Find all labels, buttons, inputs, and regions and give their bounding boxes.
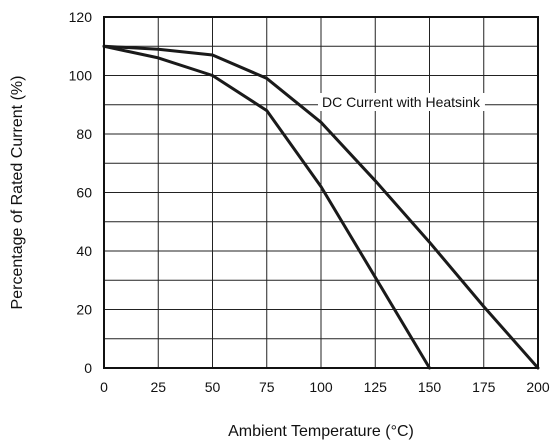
x-tick-label: 125 [364, 379, 388, 395]
x-tick-label: 100 [309, 379, 333, 395]
y-tick-label: 120 [69, 9, 93, 25]
y-tick-labels: 0 20 40 60 80 100 120 [69, 9, 93, 376]
no-heatsink-curve [102, 44, 431, 370]
y-axis-title: Percentage of Rated Current (%) [9, 76, 26, 310]
x-tick-label: 50 [205, 379, 221, 395]
y-tick-label: 20 [76, 302, 92, 318]
plot-frame [103, 16, 539, 369]
x-tick-labels: 0 25 50 75 100 125 150 175 200 [100, 379, 550, 395]
y-tick-label: 100 [69, 68, 93, 84]
y-tick-label: 60 [76, 185, 92, 201]
heatsink-curve [102, 44, 540, 370]
y-tick-label: 80 [76, 126, 92, 142]
x-tick-label: 150 [418, 379, 442, 395]
annotation-background [318, 93, 485, 111]
x-tick-label: 0 [100, 379, 108, 395]
x-tick-label: 200 [526, 379, 550, 395]
y-tick-label: 40 [76, 243, 92, 259]
x-axis-title: Ambient Temperature (°C) [228, 423, 414, 440]
x-tick-label: 75 [259, 379, 275, 395]
heatsink-curve-annotation: DC Current with Heatsink [322, 94, 481, 110]
x-tick-label: 175 [472, 379, 496, 395]
curves [102, 44, 540, 370]
y-tick-label: 0 [84, 360, 92, 376]
grid-lines [103, 16, 539, 369]
x-tick-label: 25 [150, 379, 166, 395]
